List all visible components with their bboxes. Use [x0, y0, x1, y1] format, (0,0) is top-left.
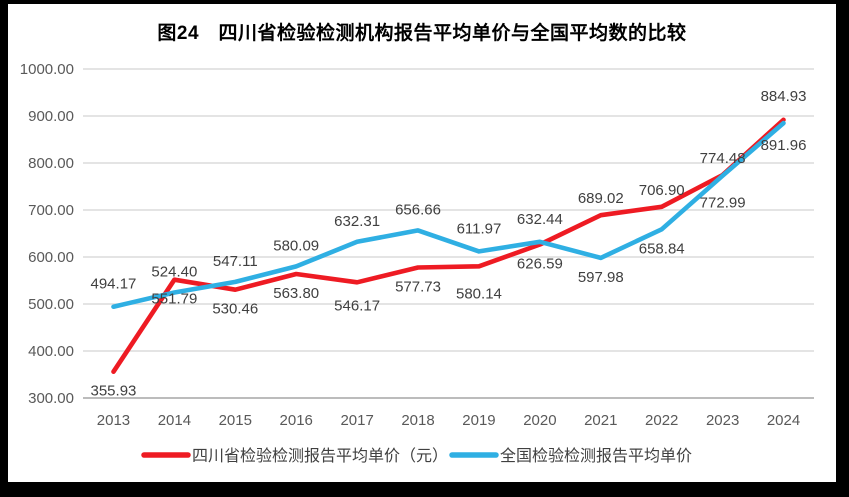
data-label-national: 611.97	[457, 220, 502, 237]
x-axis-tick-label: 2016	[280, 412, 313, 429]
y-axis-tick-label: 300.00	[28, 390, 74, 407]
data-label-sichuan: 530.46	[212, 301, 258, 318]
x-axis-tick-label: 2019	[462, 412, 495, 429]
legend-label-national: 全国检验检测报告平均单价	[500, 447, 692, 465]
data-label-sichuan: 551.79	[151, 291, 197, 308]
data-label-national: 658.84	[639, 240, 685, 257]
data-label-national: 580.09	[273, 237, 319, 254]
chart-title: 图24 四川省检验检测机构报告平均单价与全国平均数的比较	[157, 23, 687, 44]
x-axis-tick-label: 2015	[219, 412, 252, 429]
x-axis-tick-label: 2018	[401, 412, 434, 429]
data-label-national: 547.11	[213, 253, 258, 270]
data-label-sichuan: 774.48	[700, 150, 746, 167]
x-axis-tick-label: 2024	[767, 412, 800, 429]
data-label-sichuan: 706.90	[639, 182, 685, 199]
data-label-sichuan: 563.80	[273, 285, 319, 302]
data-label-sichuan: 580.14	[456, 285, 502, 302]
data-label-national: 524.40	[151, 264, 197, 281]
y-axis-tick-label: 900.00	[28, 108, 74, 125]
chart-area: 图24 四川省检验检测机构报告平均单价与全国平均数的比较 1000.00 900.…	[8, 4, 836, 482]
x-axis-tick-label: 2014	[158, 412, 191, 429]
data-label-sichuan: 891.96	[761, 137, 807, 154]
y-axis-tick-label: 500.00	[28, 296, 74, 313]
data-label-sichuan: 689.02	[578, 190, 624, 207]
data-label-sichuan: 577.73	[395, 278, 441, 295]
x-axis-tick-label: 2017	[340, 412, 373, 429]
x-axis-tick-label: 2020	[523, 412, 556, 429]
data-label-sichuan: 546.17	[334, 297, 380, 314]
x-axis-tick-label: 2022	[645, 412, 678, 429]
line-chart-svg: 1000.00 900.00 800.00 700.00 600.00 500.00 400…	[20, 61, 814, 465]
series-line-national	[111, 120, 786, 309]
data-label-national: 884.93	[761, 88, 807, 105]
y-axis-tick-label: 700.00	[28, 202, 74, 219]
data-label-national: 597.98	[578, 269, 624, 286]
y-axis-tick-label: 800.00	[28, 155, 74, 172]
x-axis-tick-label: 2013	[97, 412, 130, 429]
data-label-sichuan: 355.93	[91, 383, 137, 400]
x-axis-tick-label: 2023	[706, 412, 739, 429]
data-label-national: 656.66	[395, 201, 441, 218]
data-label-national: 772.99	[700, 195, 746, 212]
data-label-national: 632.31	[334, 213, 380, 230]
y-axis-tick-label: 600.00	[28, 249, 74, 266]
y-axis-tick-label: 400.00	[28, 343, 74, 360]
series-line-sichuan	[111, 117, 786, 374]
data-label-national: 632.44	[517, 211, 563, 228]
data-label-sichuan: 626.59	[517, 256, 563, 273]
x-axis-tick-label: 2021	[584, 412, 617, 429]
legend-label-sichuan: 四川省检验检测报告平均单价（元）	[192, 447, 448, 465]
data-label-national: 494.17	[91, 276, 137, 293]
y-axis-tick-label: 1000.00	[20, 61, 74, 78]
